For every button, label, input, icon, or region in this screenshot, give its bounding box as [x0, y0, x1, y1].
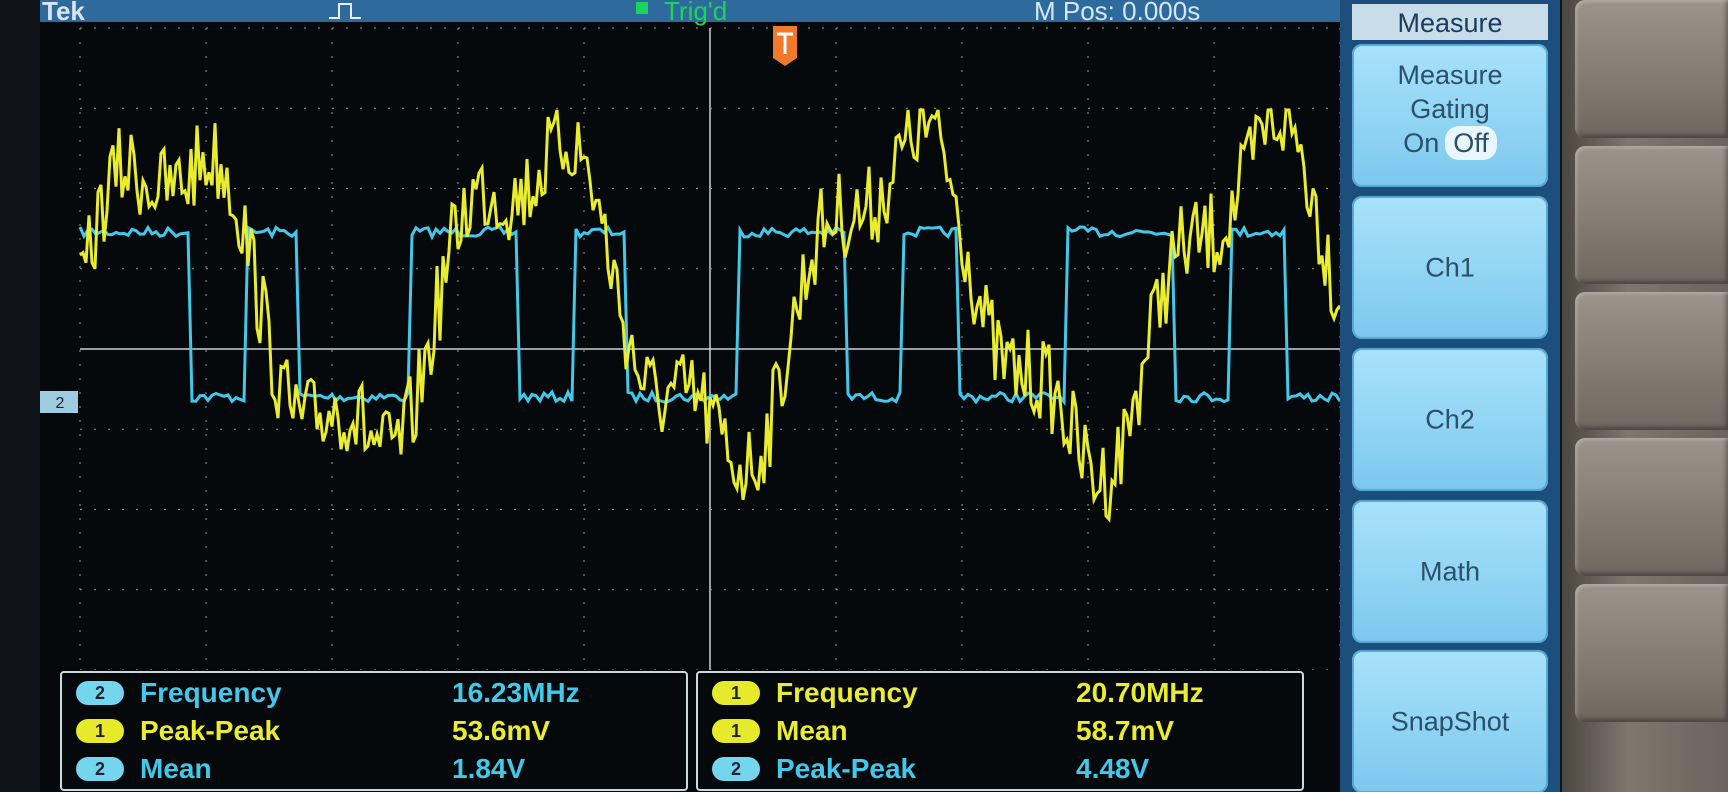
- measure-gating-button[interactable]: Measure Gating On Off: [1352, 44, 1548, 187]
- measurement-name: Peak-Peak: [776, 753, 917, 784]
- measurement-panel-right: 1 Frequency 20.70MHz 1 Mean 58.7mV 2 Peak-Peak 4…: [696, 671, 1304, 791]
- snapshot-button-label: SnapShot: [1390, 706, 1510, 736]
- horizontal-position-readout: M Pos: 0.000s: [1034, 0, 1201, 26]
- measurement-row: 2 Peak-Peak 4.48V: [698, 753, 1302, 787]
- measurement-name: Peak-Peak: [140, 715, 281, 746]
- measurement-panel-left: 2 Frequency 16.23MHz 1 Peak-Peak 53.6mV 2 Mean 1…: [60, 671, 688, 791]
- measurement-value: 58.7mV: [1076, 715, 1175, 746]
- ch1-waveform-trace: [79, 108, 1340, 523]
- pulse-edge-icon: [329, 3, 361, 19]
- channel-badge: 2: [712, 757, 760, 781]
- measurement-name: Mean: [140, 753, 212, 784]
- measurement-name: Frequency: [776, 677, 918, 708]
- channel-badge: 1: [712, 719, 760, 743]
- ch1-button[interactable]: Ch1: [1352, 196, 1548, 339]
- waveform-display: 2: [40, 26, 1340, 670]
- hardware-bezel-button-4[interactable]: [1575, 438, 1728, 576]
- channel-badge: 2: [76, 757, 124, 781]
- status-bar: Tek Trig'd M Pos: 0.000s: [40, 0, 1340, 26]
- measurement-row: 1 Peak-Peak 53.6mV: [62, 715, 686, 749]
- oscilloscope-screen: Tek Trig'd M Pos: 0.000s 2 2 Frequency 16.…: [40, 0, 1560, 792]
- measurement-name: Mean: [776, 715, 848, 746]
- channel-badge: 2: [76, 681, 124, 705]
- measurement-name: Frequency: [140, 677, 282, 708]
- brand-label: Tek: [42, 0, 85, 26]
- measurement-row: 2 Frequency 16.23MHz: [62, 677, 686, 711]
- trigger-status-icon: [636, 2, 648, 14]
- gating-label-line2: Gating: [1410, 94, 1490, 124]
- gating-option-off-selected: Off: [1445, 126, 1497, 160]
- hardware-bezel-button-3[interactable]: [1575, 292, 1728, 430]
- channel-badge: 1: [712, 681, 760, 705]
- trigger-position-marker-icon: [773, 26, 797, 66]
- gating-label-line1: Measure: [1397, 60, 1503, 90]
- measurement-row: 1 Mean 58.7mV: [698, 715, 1302, 749]
- ch1-button-label: Ch1: [1425, 252, 1475, 282]
- snapshot-button[interactable]: SnapShot: [1352, 650, 1548, 792]
- ch2-button[interactable]: Ch2: [1352, 348, 1548, 491]
- measurement-value: 1.84V: [452, 753, 526, 784]
- measurement-value: 16.23MHz: [452, 677, 580, 708]
- trigger-status: Trig'd: [664, 0, 728, 26]
- measurement-row: 1 Frequency 20.70MHz: [698, 677, 1302, 711]
- hardware-bezel-button-5[interactable]: [1575, 584, 1728, 722]
- ch2-button-label: Ch2: [1425, 404, 1475, 434]
- measurement-value: 4.48V: [1076, 753, 1150, 784]
- measurement-row: 2 Mean 1.84V: [62, 753, 686, 787]
- math-button[interactable]: Math: [1352, 500, 1548, 643]
- hardware-bezel-button-2[interactable]: [1575, 146, 1728, 284]
- ch2-ground-marker: 2: [40, 391, 78, 413]
- math-button-label: Math: [1419, 556, 1481, 586]
- channel-badge: 1: [76, 719, 124, 743]
- measurement-value: 20.70MHz: [1076, 677, 1204, 708]
- hardware-bezel-button-1[interactable]: [1575, 0, 1728, 138]
- menu-title: Measure: [1352, 4, 1548, 40]
- gating-option-on: On: [1403, 128, 1440, 158]
- measurement-value: 53.6mV: [452, 715, 551, 746]
- measure-side-menu: Measure Measure Gating On Off Ch1 Ch2 Mat…: [1340, 0, 1560, 792]
- ch2-ground-label: 2: [56, 395, 65, 412]
- ch2-waveform-trace: [78, 224, 1340, 407]
